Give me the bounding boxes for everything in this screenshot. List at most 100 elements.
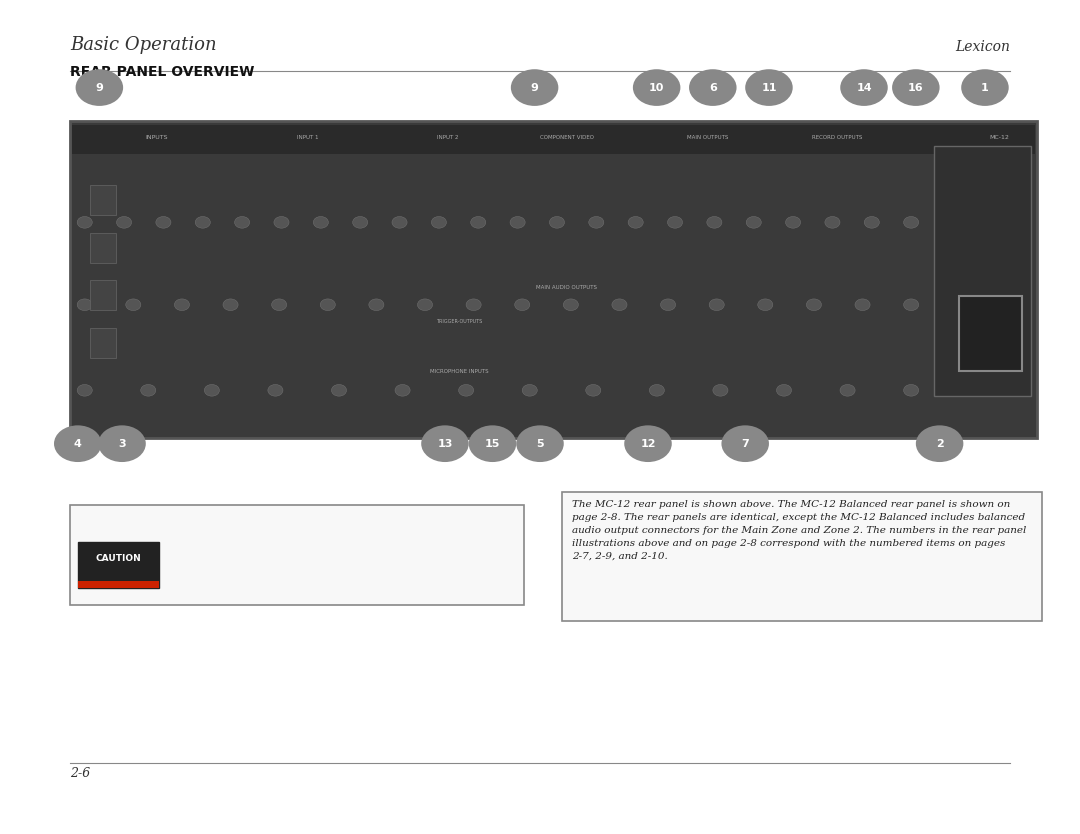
Circle shape: [332, 384, 347, 396]
Text: CAUTION: CAUTION: [95, 555, 141, 563]
Circle shape: [174, 299, 189, 310]
Circle shape: [629, 217, 644, 229]
Circle shape: [916, 425, 963, 462]
Text: 5: 5: [536, 439, 544, 449]
Text: INPUT 1: INPUT 1: [297, 135, 319, 140]
Text: INPUTS: INPUTS: [146, 135, 167, 140]
Text: 6: 6: [708, 83, 717, 93]
Circle shape: [204, 384, 219, 396]
Circle shape: [271, 299, 286, 310]
Text: INPUT 2: INPUT 2: [437, 135, 459, 140]
Bar: [70, 121, 1037, 438]
Text: 4: 4: [73, 439, 82, 449]
Circle shape: [589, 217, 604, 229]
Circle shape: [777, 384, 792, 396]
Circle shape: [961, 69, 1009, 106]
Circle shape: [469, 425, 516, 462]
Circle shape: [471, 217, 486, 229]
Text: MAIN OUTPUTS: MAIN OUTPUTS: [687, 135, 728, 140]
Circle shape: [904, 384, 919, 396]
Circle shape: [785, 217, 800, 229]
Circle shape: [431, 217, 446, 229]
Circle shape: [855, 299, 870, 310]
Circle shape: [649, 384, 664, 396]
Text: TRIGGER-OUTPUTS: TRIGGER-OUTPUTS: [436, 319, 482, 324]
Circle shape: [904, 217, 919, 229]
Circle shape: [77, 384, 92, 396]
Circle shape: [320, 299, 335, 310]
Circle shape: [612, 299, 627, 310]
Text: MAIN AUDIO OUTPUTS: MAIN AUDIO OUTPUTS: [537, 285, 597, 290]
Circle shape: [758, 299, 773, 310]
Text: 10: 10: [649, 83, 664, 93]
Circle shape: [864, 217, 879, 229]
Circle shape: [268, 384, 283, 396]
Circle shape: [807, 299, 822, 310]
Circle shape: [564, 299, 579, 310]
Bar: [78, 542, 159, 588]
Text: 1: 1: [981, 83, 989, 93]
Circle shape: [353, 217, 368, 229]
Circle shape: [624, 425, 672, 462]
Text: Basic Operation: Basic Operation: [70, 36, 217, 54]
Circle shape: [706, 217, 721, 229]
Bar: [78, 581, 159, 588]
Bar: [90, 185, 116, 215]
Circle shape: [76, 69, 123, 106]
Circle shape: [721, 425, 769, 462]
Circle shape: [54, 425, 102, 462]
Text: Lexicon: Lexicon: [955, 40, 1010, 54]
Circle shape: [892, 69, 940, 106]
Circle shape: [840, 384, 855, 396]
Circle shape: [467, 299, 482, 310]
Text: 13: 13: [437, 439, 453, 449]
Text: 2-6: 2-6: [70, 767, 91, 781]
Circle shape: [745, 69, 793, 106]
Text: 2: 2: [935, 439, 944, 449]
Text: 12: 12: [640, 439, 656, 449]
Circle shape: [840, 69, 888, 106]
Bar: [70, 505, 524, 605]
Circle shape: [661, 299, 676, 310]
Circle shape: [234, 217, 249, 229]
Circle shape: [825, 217, 840, 229]
Text: Never make or break connections to the MC-12 unless the
MC-12 and all associated: Never make or break connections to the M…: [170, 515, 495, 540]
Text: MICROPHONE INPUTS: MICROPHONE INPUTS: [430, 369, 488, 374]
Circle shape: [313, 217, 328, 229]
Text: COMPONENT VIDEO: COMPONENT VIDEO: [540, 135, 594, 140]
Circle shape: [369, 299, 384, 310]
Circle shape: [117, 217, 132, 229]
Bar: [72, 125, 1035, 154]
Bar: [90, 280, 116, 310]
Text: 15: 15: [485, 439, 500, 449]
Text: REAR PANEL OVERVIEW: REAR PANEL OVERVIEW: [70, 65, 255, 79]
Text: 7: 7: [741, 439, 750, 449]
Bar: [90, 328, 116, 358]
Text: 16: 16: [908, 83, 923, 93]
Circle shape: [550, 217, 565, 229]
Circle shape: [156, 217, 171, 229]
Circle shape: [98, 425, 146, 462]
Circle shape: [633, 69, 680, 106]
Circle shape: [667, 217, 683, 229]
Text: The MC-12 rear panel is shown above. The MC-12 Balanced rear panel is shown on
p: The MC-12 rear panel is shown above. The…: [572, 500, 1027, 560]
Circle shape: [77, 299, 92, 310]
Bar: [959, 296, 1022, 371]
Circle shape: [459, 384, 474, 396]
Circle shape: [125, 299, 140, 310]
Text: 9: 9: [95, 83, 104, 93]
Circle shape: [395, 384, 410, 396]
Circle shape: [904, 299, 919, 310]
Bar: [934, 146, 1031, 396]
Circle shape: [222, 299, 238, 310]
Text: 11: 11: [761, 83, 777, 93]
Circle shape: [713, 384, 728, 396]
Circle shape: [510, 217, 525, 229]
Bar: [562, 492, 1042, 621]
Circle shape: [195, 217, 211, 229]
Text: 14: 14: [856, 83, 872, 93]
Circle shape: [516, 425, 564, 462]
Circle shape: [392, 217, 407, 229]
Circle shape: [418, 299, 433, 310]
Text: RECORD OUTPUTS: RECORD OUTPUTS: [812, 135, 862, 140]
